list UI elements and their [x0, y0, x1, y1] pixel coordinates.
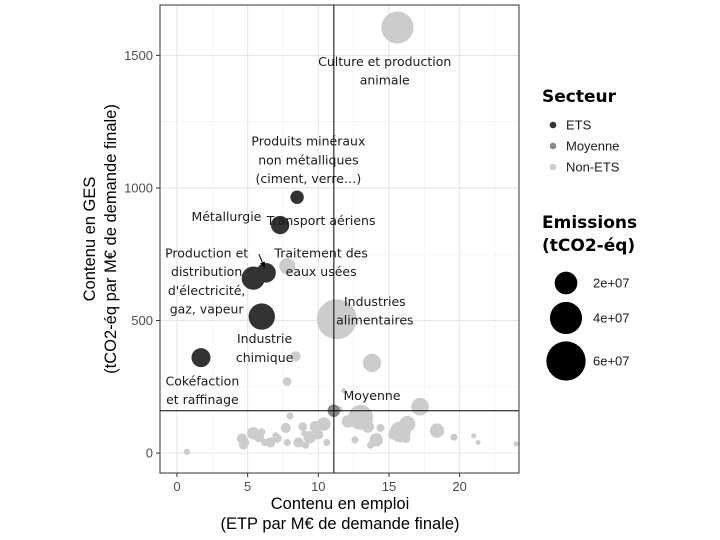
data-point-non-ets: [411, 397, 429, 416]
y-tick-label: 1500: [124, 48, 153, 63]
annotation-label: Traitement des eaux usées: [273, 245, 367, 279]
data-point-ets: [191, 348, 211, 368]
legend-size-title-line1: Emissions: [542, 213, 637, 233]
annotation-label: Industries alimentaires: [336, 294, 414, 328]
y-tick-label: 1000: [124, 180, 153, 195]
legend-color-title: Secteur: [542, 87, 617, 107]
data-point-non-ets: [388, 429, 399, 440]
data-point-non-ets: [475, 439, 481, 446]
data-point-ets: [290, 190, 304, 204]
data-point-non-ets: [183, 448, 190, 455]
data-point-non-ets: [316, 299, 357, 340]
x-tick-label: 10: [311, 479, 325, 494]
data-point-non-ets: [450, 433, 458, 441]
data-point-non-ets: [309, 420, 322, 433]
data-point-non-ets: [513, 441, 519, 447]
data-point-non-ets: [272, 432, 280, 440]
x-axis-title-line1: Contenu en emploi: [271, 495, 410, 513]
legend-color-label: Moyenne: [566, 139, 619, 154]
data-point-ets: [248, 303, 275, 330]
data-point-non-ets: [293, 437, 304, 448]
x-tick-label: 20: [452, 479, 466, 494]
legend-color-swatch: [549, 121, 557, 129]
legend-size-swatch: [549, 301, 583, 335]
legend-color-swatch: [549, 142, 557, 150]
data-point-non-ets: [298, 422, 308, 431]
data-point-non-ets: [367, 441, 375, 449]
data-point-ets: [256, 262, 276, 283]
data-point-non-ets: [429, 423, 445, 438]
legend-color-keys: ETS Moyenne Non-ETS: [549, 118, 620, 175]
data-point-non-ets: [301, 430, 308, 437]
data-point-non-ets: [361, 420, 374, 433]
data-points: [183, 11, 519, 455]
data-point-non-ets: [279, 258, 296, 275]
y-axis-title-line2: (tCO2-éq par M€ de demande finale): [102, 104, 120, 374]
plot-border: [159, 4, 520, 474]
x-tick-label: 15: [382, 479, 396, 494]
legend-size-swatch: [546, 341, 586, 381]
data-point-non-ets: [265, 437, 276, 448]
legend-color-label: Non-ETS: [566, 160, 620, 175]
annotation-label: Transport aériens: [266, 213, 376, 228]
data-point-non-ets: [362, 353, 382, 373]
legend-size-title-line2: (tCO2-éq): [542, 236, 635, 256]
data-point-non-ets: [323, 438, 331, 447]
annotations: Culture et production animale Produits min…: [165, 54, 451, 407]
legend-size-keys: 2e+07 4e+07 6e+07: [546, 271, 630, 381]
y-tick-label: 500: [131, 313, 153, 328]
legend-color-label: ETS: [566, 118, 592, 133]
data-point-non-ets: [238, 440, 248, 450]
annotation-label: Métallurgie: [191, 209, 261, 224]
data-point-non-ets: [286, 412, 294, 420]
data-point-ets: [270, 215, 290, 235]
data-point-non-ets: [301, 441, 310, 449]
x-axis-title-line2: (ETP par M€ de demande finale): [220, 515, 459, 533]
annotation-arrowhead: [260, 261, 265, 268]
x-axis-ticks: 0 5 10 15 20: [173, 473, 467, 494]
data-point-non-ets: [376, 423, 385, 432]
data-point-non-ets: [341, 388, 347, 394]
y-axis-ticks: 0 500 1000 1500: [124, 48, 160, 461]
data-point-non-ets: [280, 422, 291, 434]
annotation-label: Culture et production animale: [318, 54, 451, 88]
annotation-label: Cokéfaction et raffinage: [166, 373, 240, 407]
data-point-non-ets: [283, 438, 291, 447]
data-point-non-ets: [313, 429, 324, 440]
legend-size-label: 4e+07: [593, 311, 630, 326]
data-point-non-ets: [471, 433, 477, 439]
annotation-label: Produits minéraux non métalliques (ciment,…: [251, 134, 365, 187]
y-tick-label: 0: [146, 446, 153, 461]
legend-size-swatch: [554, 271, 578, 295]
reference-lines: [160, 5, 519, 473]
data-point-non-ets: [401, 434, 411, 443]
annotation-label: Moyenne: [343, 388, 400, 403]
data-point-non-ets: [282, 377, 292, 386]
grid-major: [160, 5, 519, 473]
data-point-non-ets: [260, 438, 269, 447]
data-point-non-ets: [351, 436, 359, 444]
data-point-non-ets: [399, 415, 416, 432]
x-tick-label: 0: [173, 479, 180, 494]
data-point-non-ets: [258, 428, 266, 436]
legend-size-label: 6e+07: [593, 354, 630, 369]
x-tick-label: 5: [244, 479, 251, 494]
data-point-non-ets: [381, 11, 414, 44]
data-point-non-ets: [341, 415, 355, 428]
annotation-label: Production et distribution d'électricité, g…: [165, 245, 248, 316]
legend-color-swatch: [549, 163, 557, 171]
y-axis-title-line1: Contenu en GES: [81, 177, 99, 302]
data-point-non-ets: [290, 351, 301, 362]
legend-size-label: 2e+07: [593, 276, 630, 291]
annotation-label: Industrie chimique: [236, 331, 294, 365]
legend: Secteur Emissions (tCO2-éq) ETS Moyenne No…: [542, 87, 637, 381]
